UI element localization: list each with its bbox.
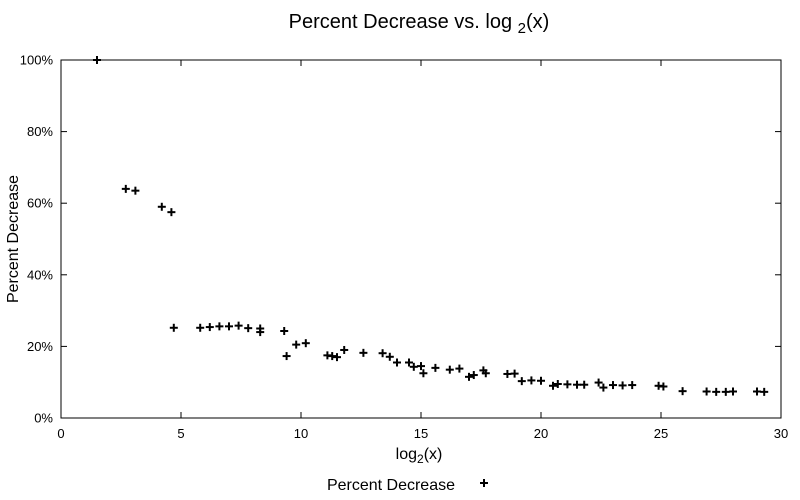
data-point [280,327,289,336]
data-point [93,56,101,64]
data-point [753,387,761,396]
data-point [594,378,603,387]
data-point [333,353,341,362]
data-point [712,387,721,396]
y-tick-label: 100% [20,53,54,68]
data-point [537,376,545,385]
x-axis-label: log2(x) [396,446,443,466]
data-point [573,380,581,389]
series-percent-decrease [93,56,769,396]
data-point [510,369,519,378]
data-point [455,364,464,373]
x-tick-label: 20 [534,426,548,441]
data-point [628,381,637,390]
data-point [282,352,291,361]
data-point [517,377,526,386]
y-tick-label: 0% [34,411,53,426]
y-tick-label: 40% [27,267,53,282]
data-point [599,383,608,392]
legend: Percent Decrease [327,477,488,494]
data-point [157,202,166,211]
data-point [580,380,589,389]
data-point [469,371,478,380]
data-point [409,362,418,371]
data-point [131,186,140,195]
y-tick-label: 80% [27,124,53,139]
data-point [729,387,737,396]
data-point [609,381,617,390]
x-tick-label: 15 [414,426,428,441]
data-point [292,340,301,349]
data-point [196,323,205,332]
data-point [393,358,401,367]
data-point [760,387,769,396]
data-point [417,362,425,371]
data-point [549,381,557,390]
x-tick-label: 5 [177,426,184,441]
legend-label: Percent Decrease [327,477,455,494]
y-axis: 0% 20% 40% 60% 80% 100% [20,53,781,426]
data-point [553,379,562,388]
data-point [359,348,368,357]
data-point [340,345,349,354]
data-point [301,339,310,348]
chart-title: Percent Decrease vs. log 2(x) [289,11,550,37]
data-point [721,387,730,396]
x-tick-label: 30 [774,426,788,441]
data-point [405,358,413,367]
data-point [659,382,668,391]
data-point [205,323,214,332]
data-point [169,323,178,332]
data-point [225,322,233,331]
data-point [244,324,253,333]
y-axis-label: Percent Decrease [5,175,22,303]
data-point [328,352,337,361]
data-point [702,387,711,396]
data-point [378,349,387,358]
data-point [234,321,243,330]
data-point [121,184,130,193]
x-tick-label: 10 [294,426,308,441]
x-tick-label: 0 [57,426,64,441]
y-tick-label: 60% [27,196,53,211]
data-point [481,369,490,378]
x-axis: 0 5 10 15 20 25 30 [57,60,788,441]
data-point [419,369,428,378]
data-point [527,376,536,385]
data-point [167,208,176,217]
x-tick-label: 25 [654,426,668,441]
legend-marker [480,479,488,487]
data-point [678,387,687,396]
data-point [503,369,512,378]
data-point [563,380,572,389]
data-point [618,381,627,390]
y-tick-label: 20% [27,339,53,354]
data-point [256,328,265,337]
data-point [385,352,394,361]
data-point [431,363,440,372]
data-point [465,372,473,381]
data-point [215,322,224,331]
data-point [445,365,454,374]
